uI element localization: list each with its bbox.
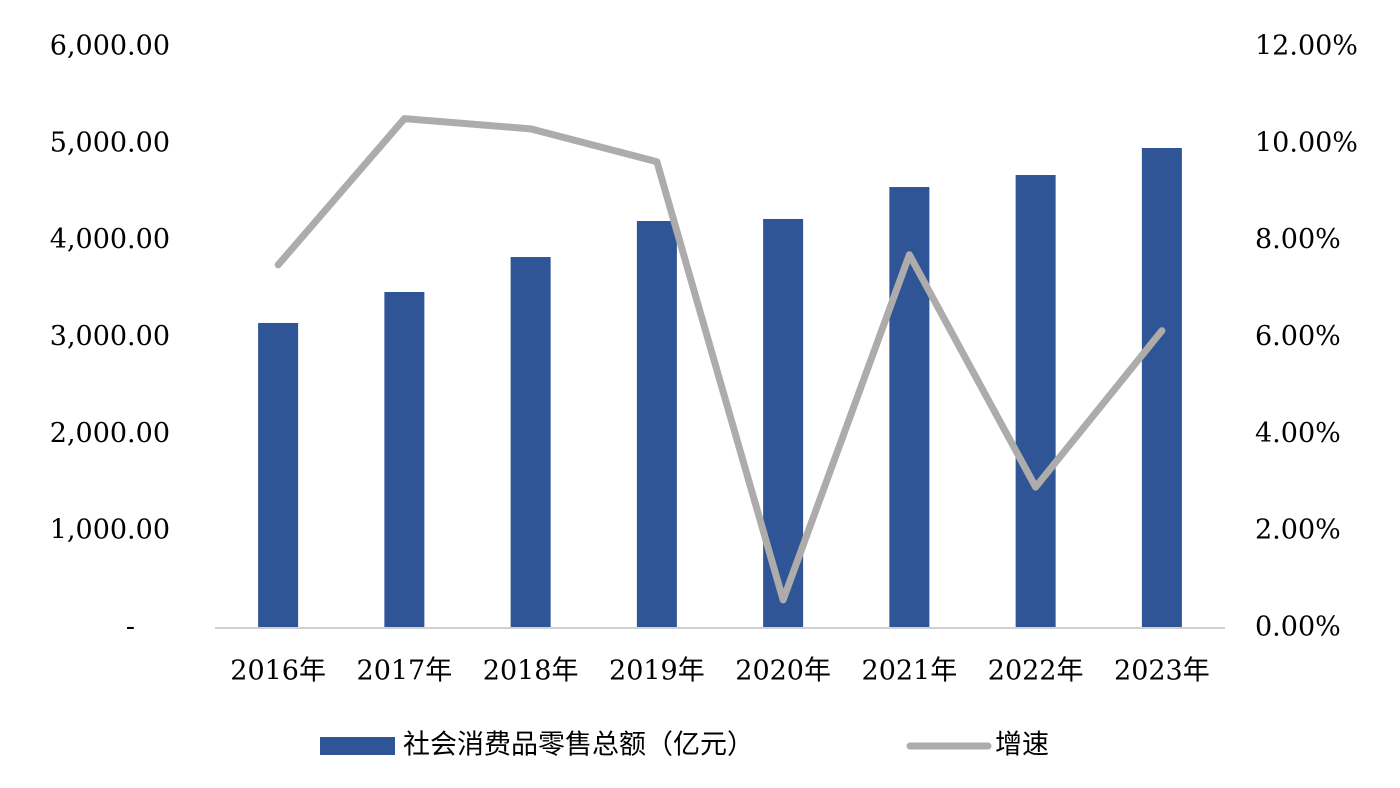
y2-tick-label: 0.00% bbox=[1255, 612, 1341, 643]
y2-tick-label: 12.00% bbox=[1255, 31, 1358, 62]
bar bbox=[636, 221, 677, 628]
bar bbox=[384, 291, 425, 628]
y-tick-label: 1,000.00 bbox=[50, 515, 170, 546]
bar bbox=[258, 322, 299, 628]
bar bbox=[1141, 147, 1182, 628]
legend-label: 增速 bbox=[995, 730, 1049, 761]
y-tick-label: - bbox=[126, 612, 135, 643]
y2-tick-label: 2.00% bbox=[1255, 515, 1341, 546]
y2-tick-label: 4.00% bbox=[1255, 418, 1341, 449]
y-tick-label: 3,000.00 bbox=[50, 321, 170, 352]
x-tick-label: 2022年 bbox=[988, 656, 1084, 687]
y-tick-label: 2,000.00 bbox=[50, 418, 170, 449]
bar bbox=[1015, 175, 1056, 628]
y2-tick-label: 10.00% bbox=[1255, 127, 1358, 158]
y-tick-label: 5,000.00 bbox=[50, 127, 170, 158]
x-tick-label: 2018年 bbox=[483, 656, 579, 687]
x-tick-label: 2020年 bbox=[735, 656, 831, 687]
y2-tick-label: 8.00% bbox=[1255, 224, 1341, 255]
y-tick-label: 4,000.00 bbox=[50, 224, 170, 255]
legend-label: 社会消费品零售总额（亿元） bbox=[403, 730, 754, 761]
y-tick-label: 6,000.00 bbox=[50, 31, 170, 62]
legend-swatch bbox=[320, 737, 395, 755]
line bbox=[274, 115, 1166, 604]
y2-tick-label: 6.00% bbox=[1255, 321, 1341, 352]
x-tick-label: 2017年 bbox=[357, 656, 453, 687]
bar bbox=[510, 257, 551, 628]
x-tick-label: 2019年 bbox=[609, 656, 705, 687]
x-tick-label: 2016年 bbox=[230, 656, 326, 687]
x-tick-label: 2021年 bbox=[862, 656, 958, 687]
x-tick-label: 2023年 bbox=[1114, 656, 1210, 687]
